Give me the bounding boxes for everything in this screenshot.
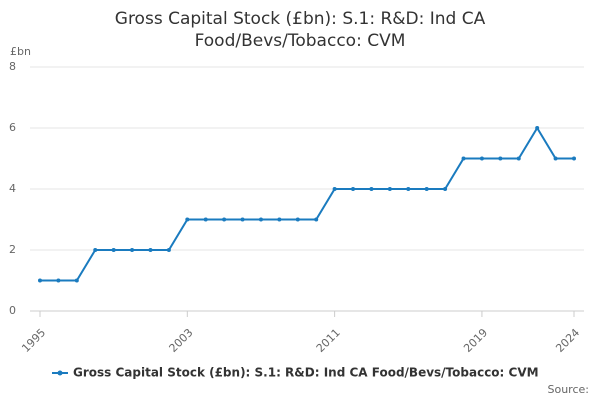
- point: [240, 217, 245, 222]
- y-tick-label: 8: [9, 60, 16, 73]
- point: [332, 187, 337, 191]
- y-tick-label: 0: [9, 304, 16, 317]
- point: [111, 248, 116, 252]
- point: [74, 278, 79, 283]
- point: [222, 217, 227, 222]
- chart-title: Gross Capital Stock (£bn): S.1: R&D: Ind…: [114, 9, 486, 51]
- point: [479, 156, 484, 161]
- x-tick-label: 2011: [314, 326, 343, 355]
- point: [277, 217, 282, 222]
- x-tick-label: 1995: [19, 326, 48, 355]
- point: [185, 217, 190, 222]
- y-axis-label: £bn: [10, 45, 31, 58]
- source: Source:: [548, 383, 590, 396]
- point: [314, 217, 319, 222]
- x-tick-label: 2003: [167, 326, 196, 355]
- point: [572, 156, 576, 161]
- point: [295, 217, 300, 222]
- point: [553, 156, 558, 161]
- point: [535, 126, 540, 130]
- point: [369, 187, 374, 191]
- y-tick-label: 2: [9, 243, 16, 256]
- point: [148, 248, 153, 252]
- y-tick-label: 6: [9, 121, 16, 134]
- point: [461, 156, 466, 161]
- point: [93, 248, 98, 252]
- point: [498, 156, 503, 161]
- point: [258, 217, 263, 222]
- x-tick-label: 2024: [553, 326, 582, 355]
- legend-marker: [57, 370, 63, 376]
- legend: Gross Capital Stock (£bn): S.1: R&D: Ind…: [52, 366, 539, 380]
- point: [130, 248, 135, 252]
- point: [166, 248, 171, 252]
- y-tick-label: 4: [9, 182, 16, 195]
- point: [351, 187, 356, 191]
- point: [406, 187, 411, 191]
- point: [56, 278, 61, 283]
- point: [203, 217, 208, 222]
- line: [40, 126, 574, 282]
- x-tick-label: 2019: [461, 326, 490, 355]
- point: [516, 156, 521, 161]
- point: [38, 278, 42, 283]
- point: [424, 187, 429, 191]
- legend-text: Gross Capital Stock (£bn): S.1: R&D: Ind…: [73, 366, 539, 380]
- point: [443, 187, 448, 191]
- point: [387, 187, 392, 191]
